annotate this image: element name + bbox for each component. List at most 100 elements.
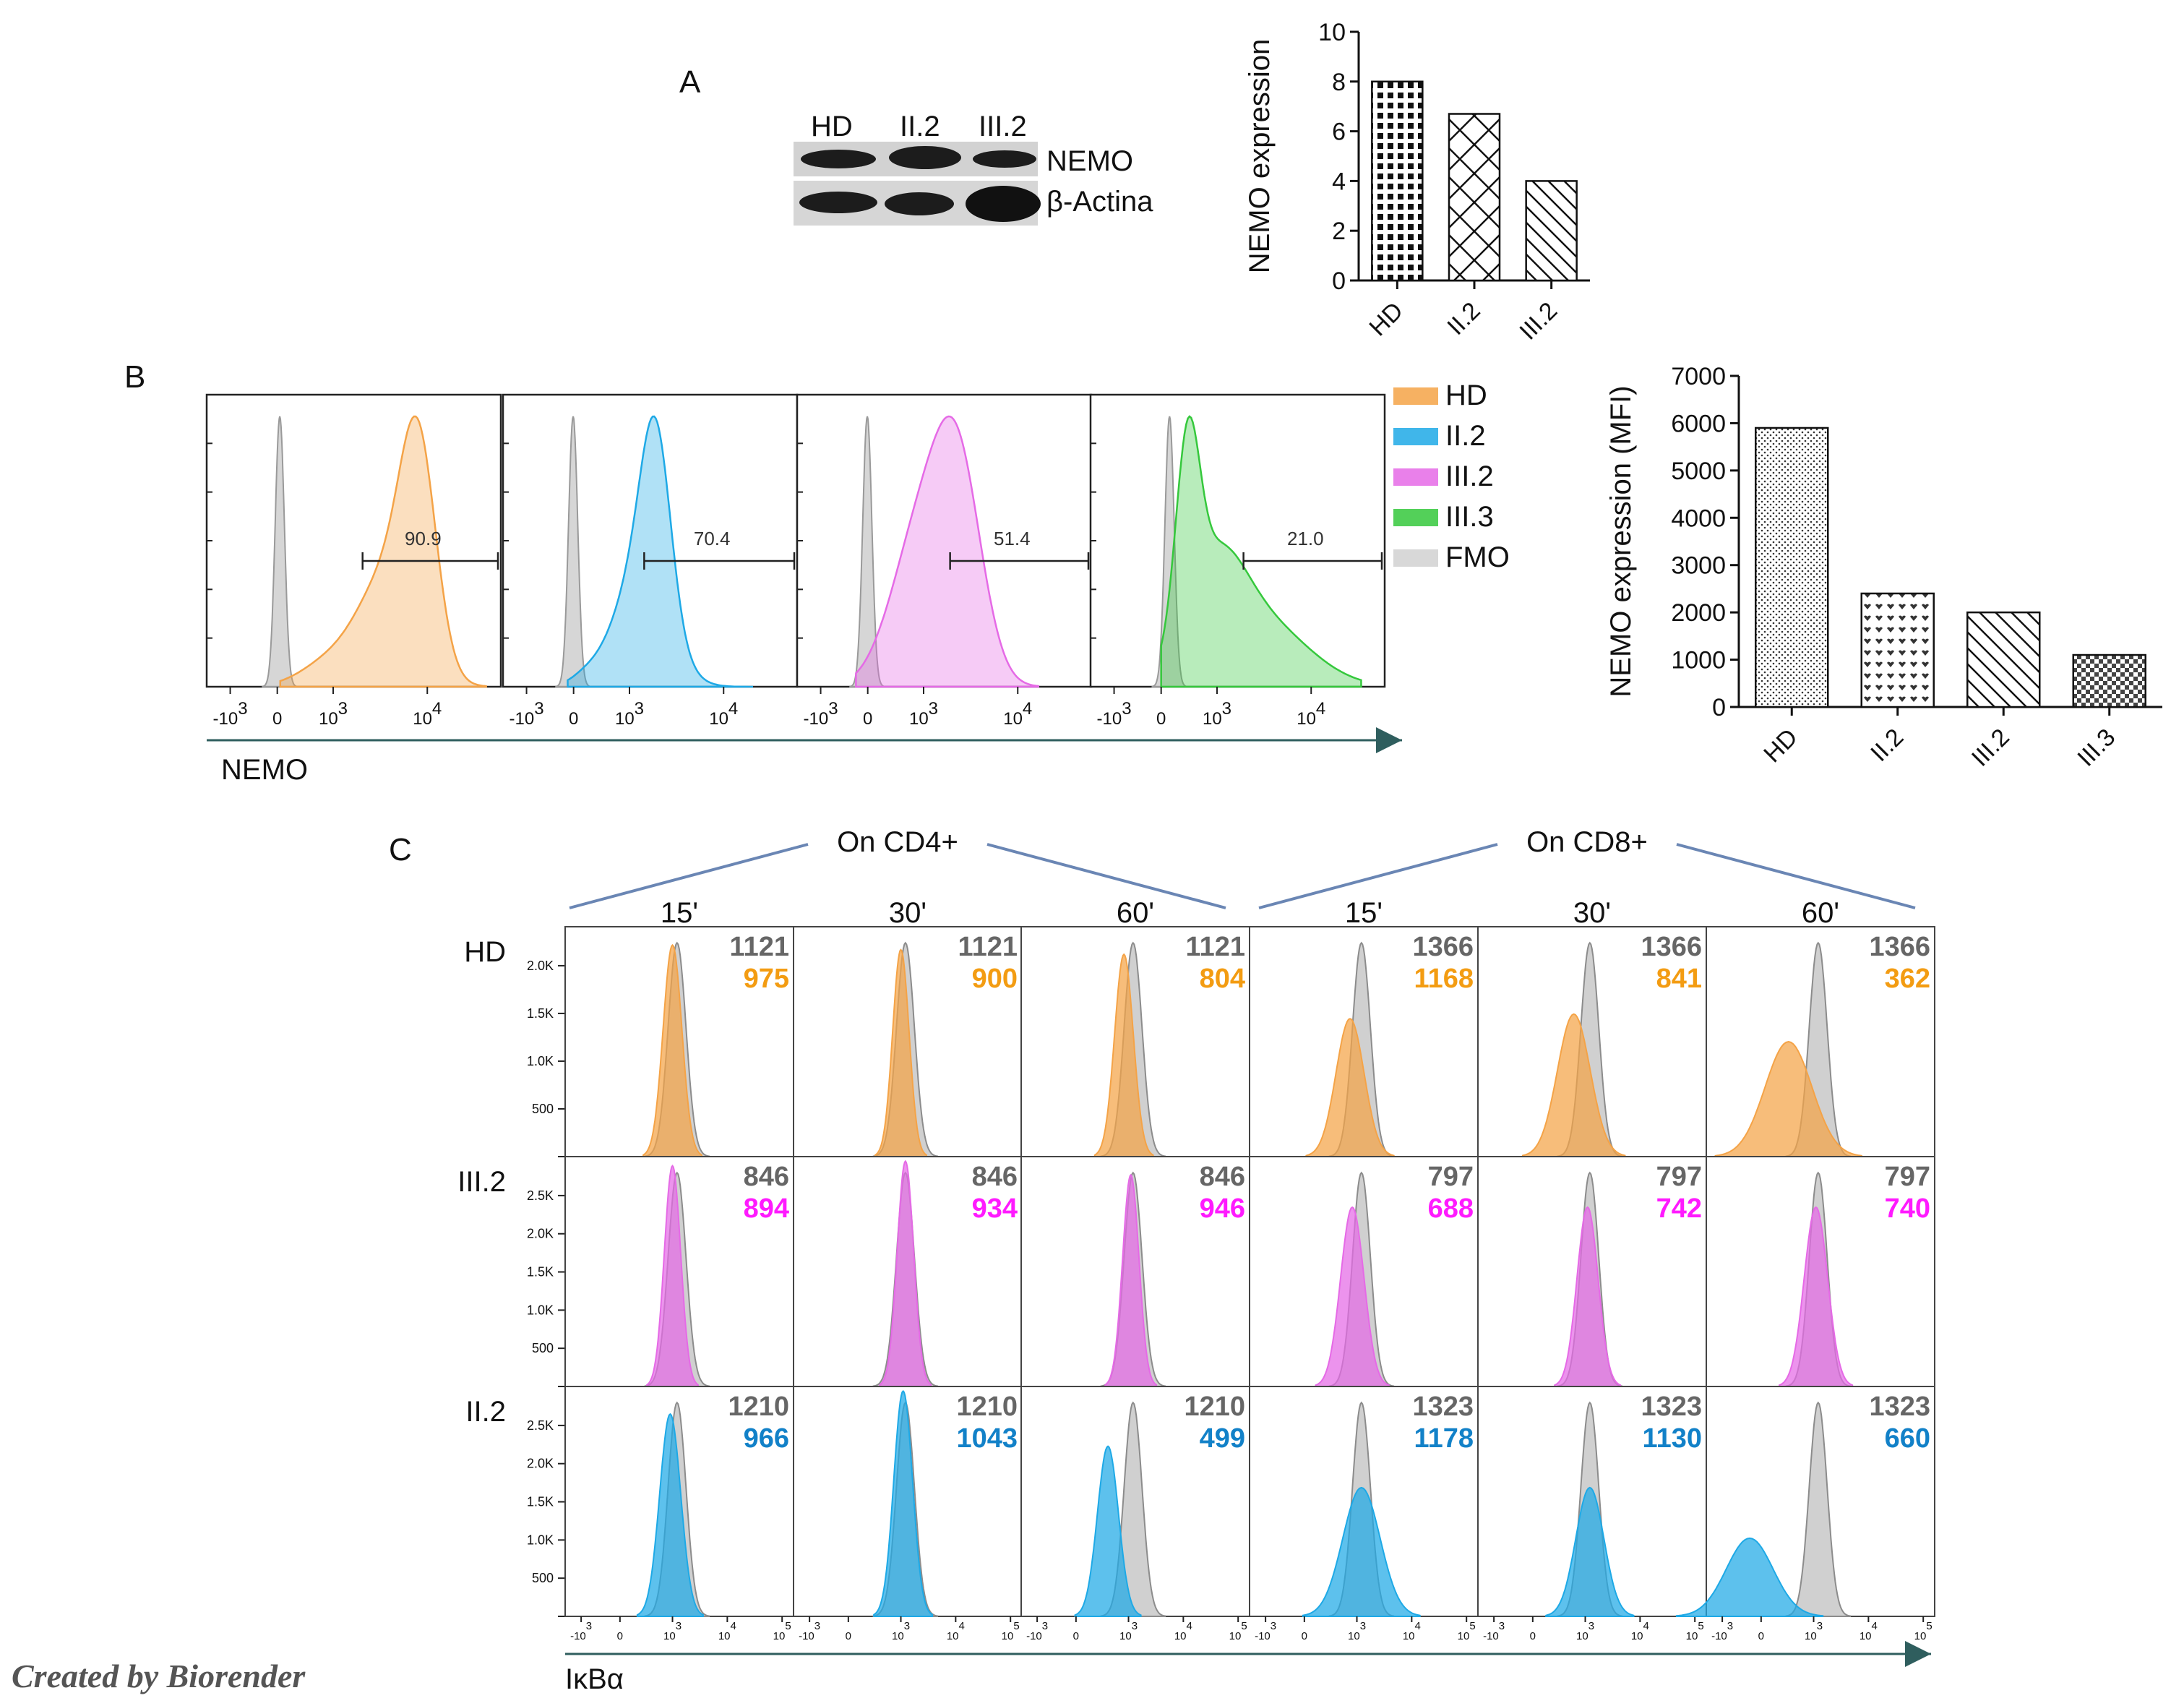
x-tick-label: -103: [1026, 1620, 1048, 1642]
group-header-on-cd8: On CD8+: [1258, 826, 1916, 909]
reference-mfi: 1323: [1412, 1392, 1474, 1422]
x-tick-label-ii-2: II.2: [1442, 297, 1485, 340]
y-tick-label: 500: [532, 1341, 554, 1355]
group-header-label: On CD4+: [837, 826, 958, 858]
x-tick-label: -103: [1483, 1620, 1505, 1642]
bar-iii-2: [1966, 611, 2041, 708]
blot-lane-label-ii2: II.2: [900, 111, 940, 142]
x-tick-label: 103: [1203, 699, 1231, 729]
group-bracket-right: [1676, 843, 1916, 909]
y-tick-label: 7000: [1671, 363, 1726, 390]
x-tick-label: 103: [892, 1620, 910, 1642]
x-tick-label: 0: [1073, 1630, 1079, 1642]
time-label-5: 60': [1802, 897, 1839, 929]
reference-mfi: 1121: [958, 932, 1018, 962]
group-bracket-left: [1258, 843, 1498, 909]
ikba-histogram-grid: HD 2.0K1.5K1.0K50011219751121900112180413…: [457, 926, 1935, 1642]
x-tick-label: 105: [1002, 1620, 1020, 1642]
sample-peak: [1521, 1013, 1626, 1157]
x-tick-label: 103: [663, 1620, 682, 1642]
sample-peak-ii-2: [567, 415, 753, 688]
y-tick-label: 0: [1332, 267, 1346, 295]
group-header-on-cd4: On CD4+: [569, 826, 1226, 909]
y-tick-label: 500: [532, 1102, 554, 1116]
x-tick-label: 0: [272, 709, 282, 729]
y-tick-label: 2000: [1671, 599, 1726, 627]
y-tick-label: 2.0K: [527, 959, 554, 973]
histogram-frame: [1089, 393, 1386, 688]
y-tick-label: 6: [1332, 119, 1346, 146]
legend-label-fmo: FMO: [1445, 541, 1510, 573]
x-tick-label-iii-3: III.3: [2072, 724, 2120, 772]
y-tick-label: 1000: [1671, 647, 1726, 674]
sample-peak-hd: [279, 415, 487, 688]
y-tick-label: 1.5K: [527, 1265, 554, 1280]
reference-mfi: 1121: [1186, 932, 1245, 962]
sample-mfi: 841: [1656, 964, 1702, 994]
bar-hd: [1371, 80, 1424, 282]
x-tick-label: 105: [1229, 1620, 1247, 1642]
legend-swatch-fmo: [1393, 549, 1438, 567]
nemo-expression-bar-chart: 0 2 4 6 8 10 HD II.2 III.2 NEMO expression: [1244, 19, 1590, 346]
sample-mfi: 1043: [956, 1423, 1018, 1454]
panel-b-letter: B: [124, 359, 145, 395]
reference-mfi: 1366: [1412, 932, 1474, 962]
x-tick-label: 103: [1119, 1620, 1138, 1642]
x-tick-label: 0: [1758, 1630, 1764, 1642]
x-tick-label-ii-2: II.2: [1865, 724, 1909, 767]
band-actin-ii2: [885, 192, 954, 215]
x-tick-label-iii-2: III.2: [1966, 724, 2015, 772]
sample-mfi: 499: [1200, 1423, 1245, 1454]
bar-iii-2: [1525, 180, 1578, 282]
bar-hd: [1755, 426, 1829, 708]
reference-mfi: 1210: [956, 1392, 1018, 1422]
y-tick-label: 1.0K: [527, 1054, 554, 1068]
x-tick-label: 104: [718, 1620, 736, 1642]
y-axis-title: NEMO expression: [1244, 39, 1276, 274]
x-tick-label: 105: [1458, 1620, 1476, 1642]
gate-value: 51.4: [994, 528, 1031, 549]
sample-peak: [1093, 953, 1154, 1157]
reference-mfi: 1366: [1869, 932, 1930, 962]
bar-iii-3: [2072, 653, 2146, 708]
panel-c-headers: On CD4+ On CD8+ 15' 30' 60' 15' 30' 60': [569, 826, 1916, 929]
sample-mfi: 1168: [1414, 964, 1474, 994]
sample-mfi: 900: [972, 964, 1018, 994]
y-tick-label: 3000: [1671, 552, 1726, 580]
x-tick-label: 104: [1403, 1620, 1421, 1642]
x-tick-label-iii-2: III.2: [1514, 297, 1562, 346]
x-tick-label: 104: [1003, 699, 1032, 729]
x-tick-label: -103: [1711, 1620, 1733, 1642]
sample-peak: [1104, 1173, 1158, 1387]
sample-mfi: 966: [744, 1423, 789, 1454]
sample-mfi: 740: [1885, 1193, 1930, 1224]
x-tick-label: 103: [1348, 1620, 1366, 1642]
blot-lane-label-hd: HD: [811, 111, 853, 142]
x-tick-label: 0: [1302, 1630, 1307, 1642]
sample-peak: [874, 948, 927, 1157]
reference-mfi: 797: [1428, 1162, 1474, 1192]
x-tick-label-hd: HD: [1758, 724, 1803, 768]
legend-swatch-hd: [1393, 387, 1438, 405]
blot-lane-label-iii2: III.2: [979, 111, 1027, 142]
gate-value: 90.9: [405, 528, 442, 549]
y-tick-label: 2.0K: [527, 1227, 554, 1241]
x-tick-label: -103: [213, 699, 248, 729]
y-tick-label: 4: [1332, 168, 1346, 195]
sample-peak: [1779, 1206, 1854, 1387]
legend-label-hd: HD: [1445, 380, 1487, 411]
legend-label-ii-2: II.2: [1445, 420, 1486, 452]
reference-mfi: 1323: [1869, 1392, 1930, 1422]
row-label-iii-2: III.2: [457, 1166, 506, 1198]
group-bracket-right: [986, 843, 1226, 909]
band-actin-hd: [799, 192, 877, 213]
sample-mfi: 946: [1200, 1193, 1245, 1224]
histogram-ii-2: 70.4 -103 0 103 104: [502, 393, 799, 729]
x-tick-label: 104: [1631, 1620, 1649, 1642]
histogram-frame: [796, 393, 1093, 688]
